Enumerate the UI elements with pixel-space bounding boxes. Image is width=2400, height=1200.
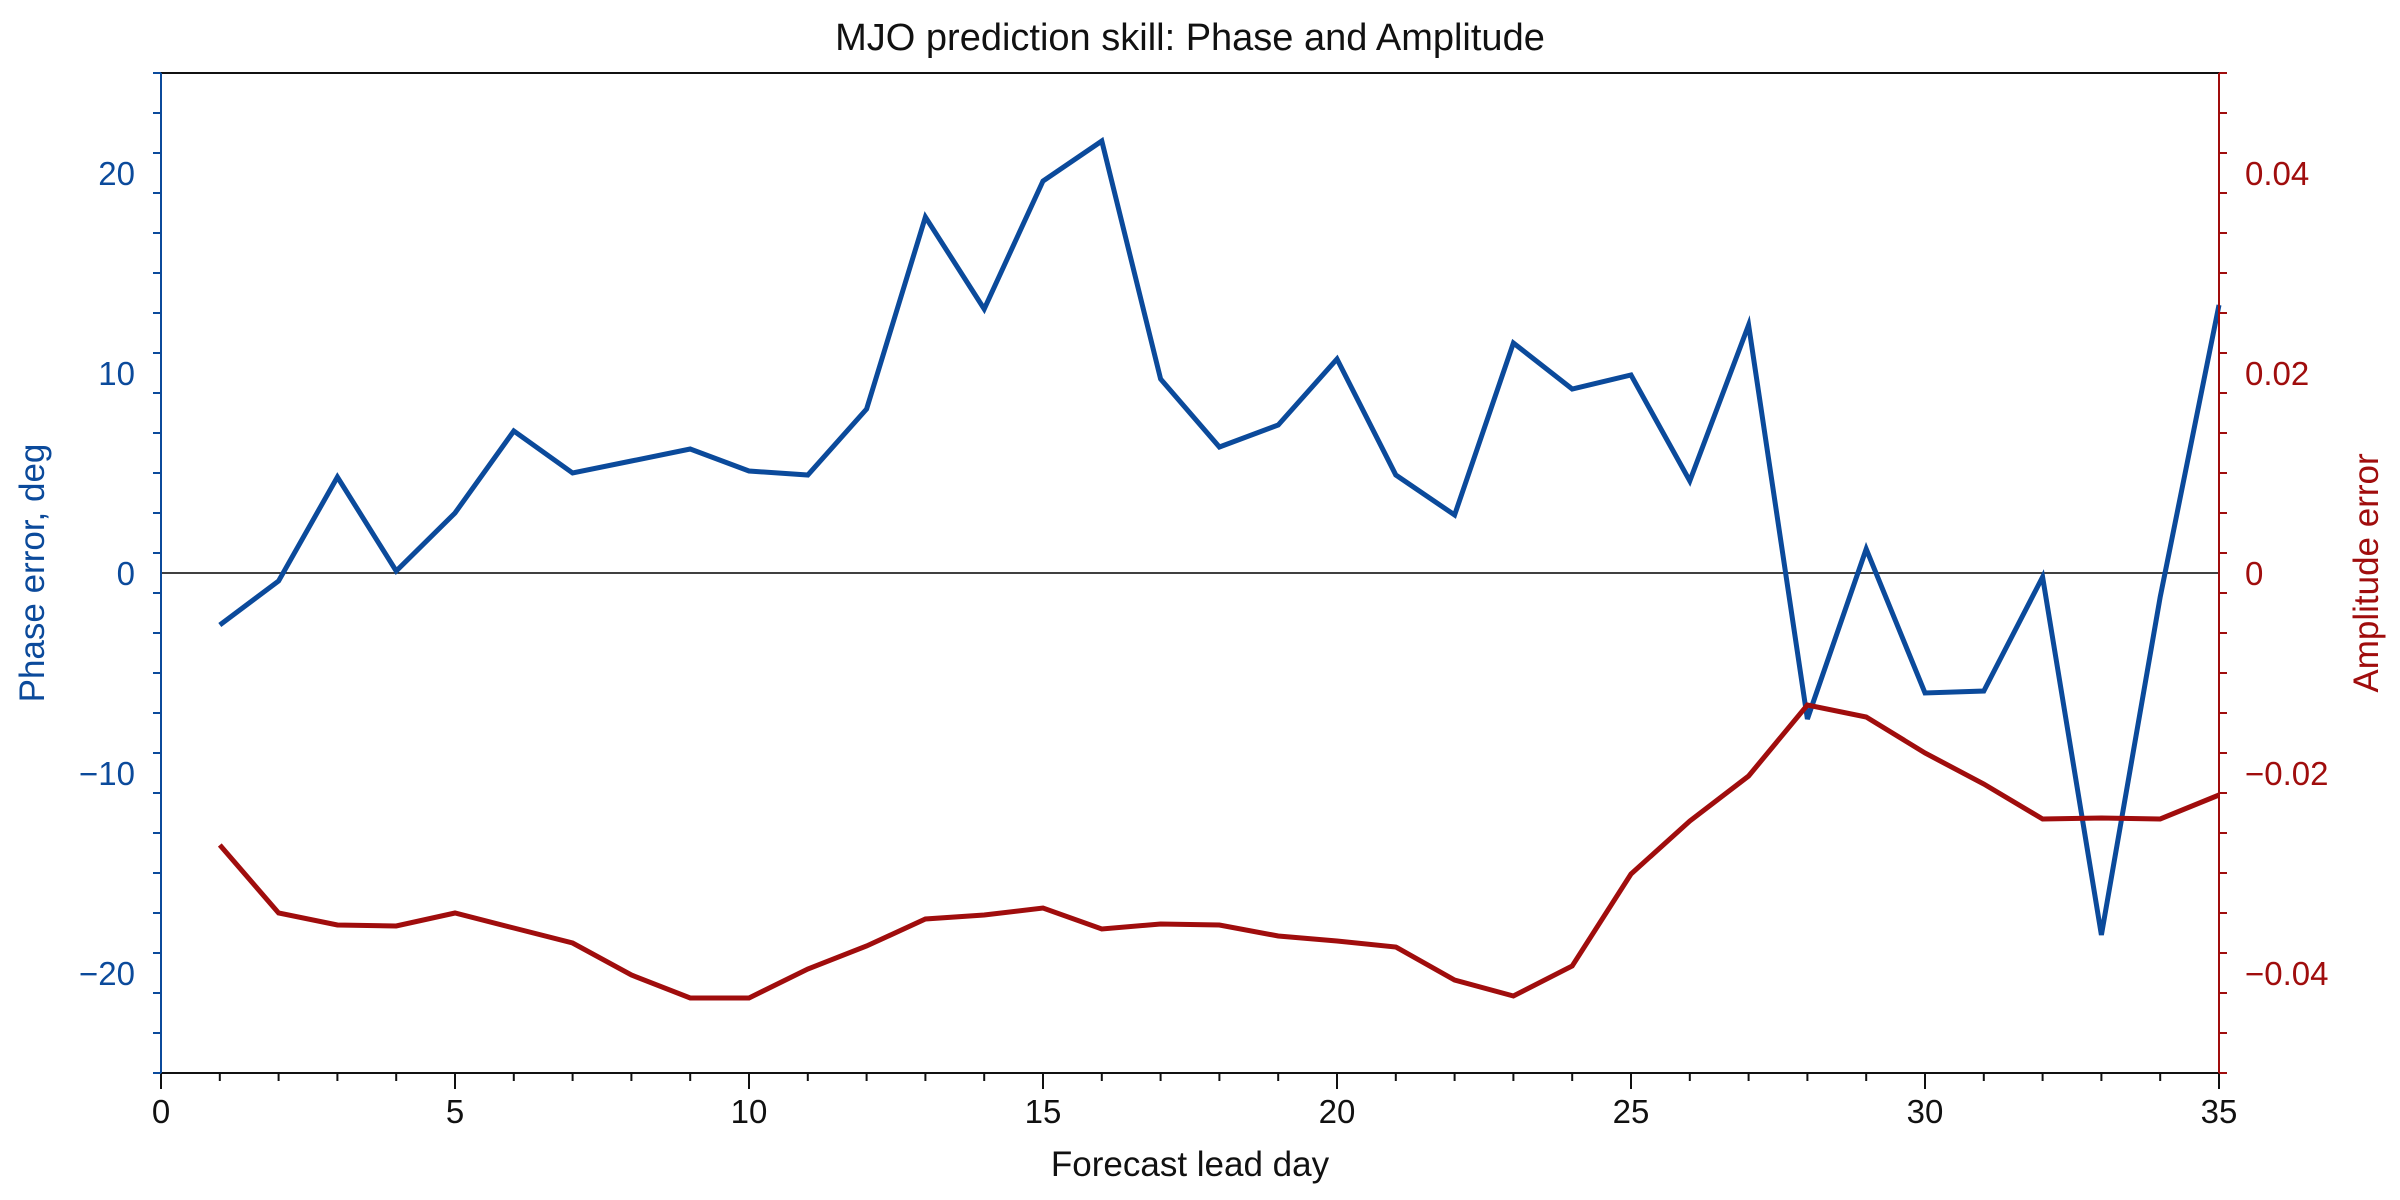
- series-line-amplitude: [217, 702, 2220, 1001]
- x-tick-label: 30: [1907, 1093, 1944, 1130]
- x-tick-label: 5: [446, 1093, 464, 1130]
- y-left-tick-label: −10: [79, 755, 135, 792]
- y-left-tick-label: 20: [98, 155, 135, 192]
- x-tick-label: 25: [1613, 1093, 1650, 1130]
- y-left-tick-label: −20: [79, 955, 135, 992]
- y-axis-left-title: Phase error, deg: [13, 444, 52, 703]
- x-tick-label: 20: [1319, 1093, 1356, 1130]
- y-right-tick-label: 0.02: [2245, 355, 2309, 392]
- plot-area: 0 5 10 15 20 25 30 35 −20 −10 0 10 20 −0.04 −0.02 0 0.02…: [79, 72, 2329, 1130]
- x-tick-label: 10: [731, 1093, 768, 1130]
- x-tick-label: 35: [2201, 1093, 2238, 1130]
- y-left-tick-label: 10: [98, 355, 135, 392]
- x-axis-title: Forecast lead day: [1051, 1145, 1330, 1184]
- y-right-tick-label: −0.02: [2245, 755, 2329, 792]
- y-left-tick-label: 0: [117, 555, 135, 592]
- y-right-tick-label: −0.04: [2245, 955, 2329, 992]
- x-tick-label: 15: [1025, 1093, 1062, 1130]
- y-right-tick-label: 0.04: [2245, 155, 2309, 192]
- x-tick-label: 0: [152, 1093, 170, 1130]
- chart-title: MJO prediction skill: Phase and Amplitud…: [835, 17, 1545, 59]
- series-line-phase: [218, 136, 2222, 936]
- y-axis-right-title: Amplitude error: [2347, 453, 2386, 693]
- y-right-tick-label: 0: [2245, 555, 2263, 592]
